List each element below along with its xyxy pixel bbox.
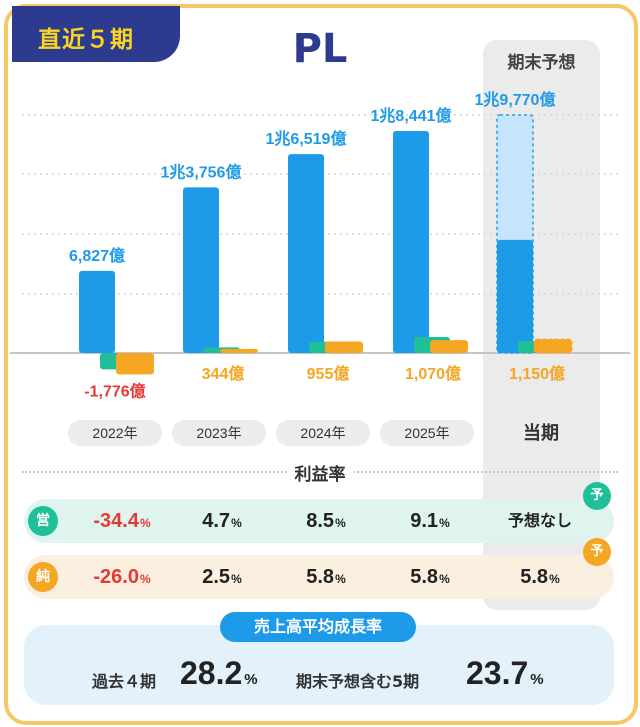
net-bar — [533, 338, 573, 354]
op-margin-forecast: 予想なし — [507, 511, 572, 530]
sales-bar-actual — [497, 239, 533, 353]
net-badge: 純 — [28, 562, 58, 592]
op-margin-cell: 4.7% — [202, 510, 242, 532]
net-bar — [116, 353, 154, 375]
growth-incl-value: 23.7% — [466, 655, 544, 691]
net-label: 955億 — [307, 364, 350, 383]
net-margin-cell: 5.8% — [520, 566, 560, 588]
sales-bar — [288, 154, 324, 353]
sales-bar — [79, 270, 115, 353]
forecast-badge-op: 予 — [583, 482, 611, 510]
forecast-badge-net: 予 — [583, 538, 611, 566]
net-margin-cell: 5.8% — [306, 566, 346, 588]
growth-past-value: 28.2% — [180, 655, 258, 691]
year-label: 2024年 — [276, 420, 370, 446]
ratio-title: 利益率 — [0, 460, 640, 485]
pl-bar-chart: 6,827億 -1,776億 1兆3,756億 344億 1兆6,519億 955億 1兆8… — [10, 90, 630, 400]
net-bar — [220, 348, 258, 353]
period-tag: 直近５期 — [12, 6, 180, 62]
op-margin-cell: 9.1% — [410, 510, 450, 532]
year-label: 2023年 — [172, 420, 266, 446]
net-margin-row: 純 -26.0% 2.5% 5.8% 5.8% 5.8% — [24, 555, 614, 599]
net-margin-cell: 5.8% — [410, 566, 450, 588]
period-tag-label: 直近５期 — [38, 27, 134, 53]
operating-margin-row: 営 -34.4% 4.7% 8.5% 9.1% 予想なし — [24, 499, 614, 543]
growth-incl-label: 期末予想含む5期 — [296, 672, 420, 691]
sales-label: 1兆8,441億 — [371, 106, 452, 125]
op-margin-cell: 8.5% — [306, 510, 346, 532]
year-label: 2025年 — [380, 420, 474, 446]
net-label: 1,150億 — [509, 364, 565, 383]
sales-label: 1兆6,519億 — [266, 129, 347, 148]
net-label: 344億 — [202, 364, 245, 383]
forecast-header: 期末予想 — [507, 53, 576, 73]
net-label: -1,776億 — [84, 381, 145, 400]
net-margin-cell: -26.0% — [93, 566, 151, 588]
sales-label: 1兆3,756億 — [161, 162, 242, 181]
net-bar — [430, 340, 468, 353]
sales-label: 1兆9,770億 — [475, 90, 556, 109]
year-label: 2022年 — [68, 420, 162, 446]
growth-past-label: 過去４期 — [92, 672, 157, 691]
sales-label: 6,827億 — [69, 246, 125, 265]
chart-title: PL — [292, 26, 348, 72]
net-bar — [325, 341, 363, 353]
growth-title: 売上高平均成長率 — [220, 612, 416, 642]
sales-bar — [393, 131, 429, 353]
sales-bar — [183, 187, 219, 353]
op-margin-cell: -34.4% — [93, 510, 151, 532]
net-margin-cell: 2.5% — [202, 566, 242, 588]
operating-badge: 営 — [28, 506, 58, 536]
year-label-current: 当期 — [523, 423, 559, 443]
net-label: 1,070億 — [405, 364, 461, 383]
